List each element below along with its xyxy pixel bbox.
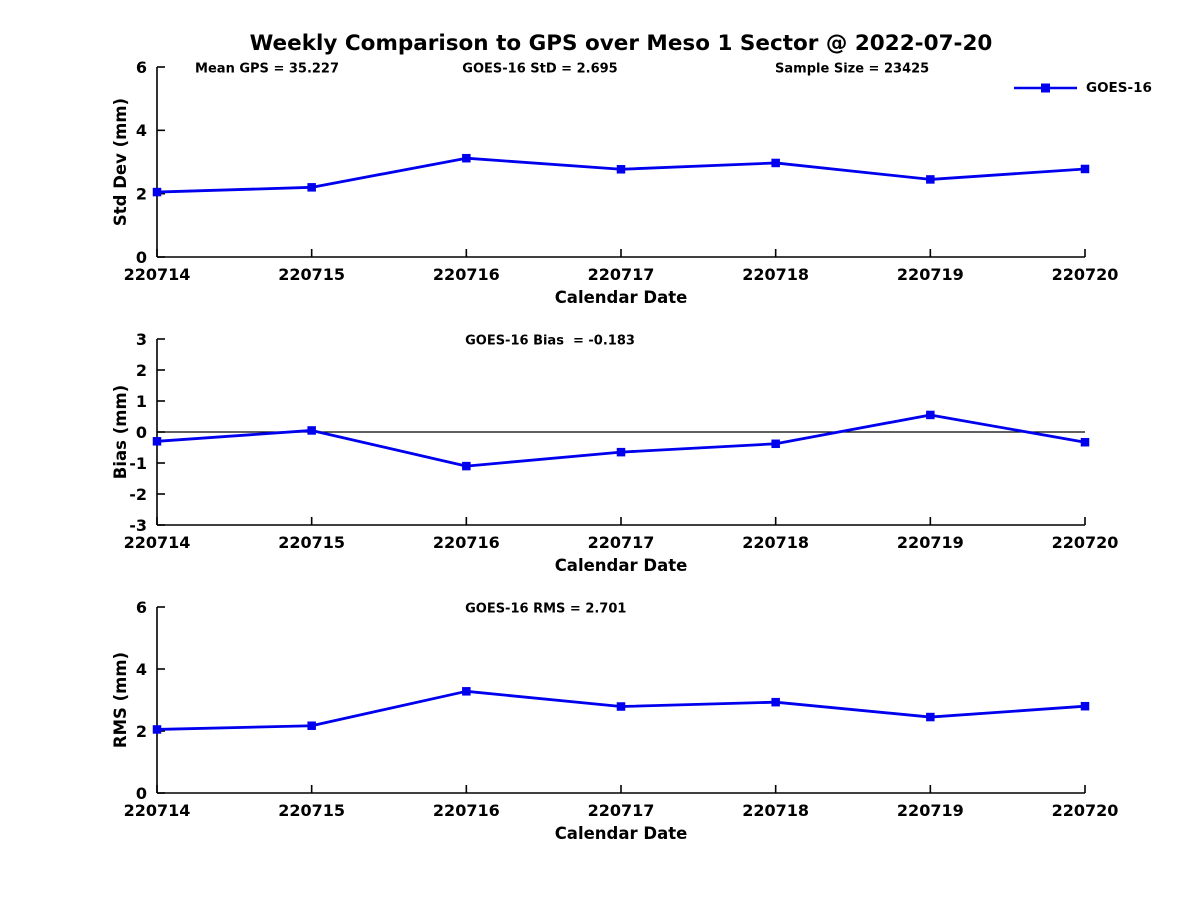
x-tick-label: 220717 (588, 265, 655, 284)
y-tick-label: 3 (136, 330, 147, 349)
x-axis-label: Calendar Date (555, 824, 688, 843)
x-tick-label: 220716 (433, 533, 500, 552)
x-tick-label: 220715 (278, 533, 345, 552)
annotation: Mean GPS = 35.227 (195, 62, 339, 77)
rms-marker (152, 725, 162, 734)
x-axis-label: Calendar Date (555, 288, 688, 307)
legend-line-icon (1014, 83, 1077, 93)
std-dev-marker (926, 175, 935, 184)
std-dev-line (156, 156, 1086, 194)
x-axis-label: Calendar Date (555, 556, 688, 575)
x-tick-label: 220718 (742, 533, 809, 552)
x-tick-label: 220719 (897, 533, 964, 552)
std-dev-marker (462, 153, 471, 163)
y-tick-label: 1 (136, 392, 147, 411)
y-axis-label: Bias (mm) (111, 385, 130, 479)
x-tick-label: 220720 (1052, 265, 1119, 284)
x-tick-label: 220716 (433, 265, 500, 284)
bias-marker (771, 439, 780, 449)
chart-rms: 0 2 4 6 220714 220715 220716 220717 220718 220719… (111, 598, 1118, 843)
page-title: Weekly Comparison to GPS over Meso 1 Sec… (249, 31, 993, 56)
chart-std-dev: 0 2 4 6 220714 220715 220716 220717 220718 220719… (111, 58, 1118, 307)
y-tick-label: -3 (129, 516, 147, 535)
x-tick-label: 220720 (1052, 533, 1119, 552)
bias-marker (307, 426, 316, 435)
y-tick-label: 2 (136, 361, 147, 380)
x-tick-label: 220718 (742, 801, 809, 820)
x-tick-label: 220717 (588, 533, 655, 552)
y-tick-label: -1 (129, 454, 147, 473)
std-dev-marker (152, 187, 162, 197)
bias-marker (462, 461, 471, 471)
rms-marker (1080, 701, 1090, 711)
x-tick-label: 220714 (124, 533, 191, 552)
y-tick-label: 0 (136, 784, 147, 803)
annotation: GOES-16 StD = 2.695 (462, 62, 617, 77)
chart-bias: -3 -2 -1 0 1 2 3 220714 220715 220716 220717 220718… (111, 330, 1118, 575)
std-dev-marker (616, 165, 626, 174)
x-tick-label: 220719 (897, 801, 964, 820)
std-dev-marker (307, 183, 316, 192)
y-tick-label: 4 (136, 121, 147, 140)
y-axis-label: Std Dev (mm) (111, 98, 130, 226)
annotation: Sample Size = 23425 (775, 62, 929, 77)
y-tick-label: 0 (136, 423, 147, 442)
x-tick-label: 220716 (433, 801, 500, 820)
x-tick-label: 220720 (1052, 801, 1119, 820)
bias-marker (616, 447, 626, 457)
y-axis-label: RMS (mm) (111, 652, 130, 748)
annotation: GOES-16 Bias = -0.183 (465, 334, 635, 349)
y-tick-label: 6 (136, 598, 147, 617)
x-tick-label: 220715 (278, 801, 345, 820)
x-tick-label: 220717 (588, 801, 655, 820)
y-tick-label: 4 (136, 660, 147, 679)
y-tick-label: 0 (136, 248, 147, 267)
rms-marker (307, 721, 316, 730)
legend: GOES-16 (1013, 79, 1152, 97)
y-tick-label: 2 (136, 722, 147, 741)
bias-marker (1080, 437, 1090, 447)
bias-marker (152, 437, 162, 446)
rms-marker (462, 687, 471, 696)
x-tick-label: 220714 (124, 265, 191, 284)
x-tick-label: 220718 (742, 265, 809, 284)
y-tick-label: 2 (136, 184, 147, 203)
bias-line (156, 413, 1086, 468)
std-dev-marker (771, 158, 780, 168)
x-tick-label: 220715 (278, 265, 345, 284)
rms-marker (616, 702, 626, 711)
std-dev-marker (1080, 164, 1090, 174)
x-tick-label: 220719 (897, 265, 964, 284)
y-tick-label: 6 (136, 58, 147, 77)
legend-marker-icon (1041, 83, 1050, 93)
bias-marker (926, 410, 935, 420)
legend-label: GOES-16 (1086, 80, 1152, 96)
rms-marker (926, 712, 935, 722)
x-tick-label: 220714 (124, 801, 191, 820)
rms-marker (771, 697, 780, 707)
annotation: GOES-16 RMS = 2.701 (465, 602, 626, 617)
y-tick-label: -2 (129, 485, 147, 504)
